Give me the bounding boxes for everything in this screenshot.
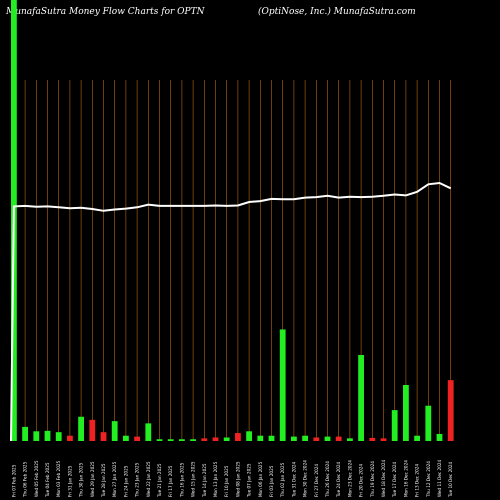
x-tick-label: Mon 06 Jan 2025 (258, 461, 263, 497)
x-tick-label: Mon 23 Dec 2024 (347, 460, 352, 497)
money-flow-bar (145, 423, 152, 441)
money-flow-bar (55, 432, 62, 441)
money-flow-bar (369, 437, 376, 441)
money-flow-bar (414, 435, 420, 441)
money-flow-bar (246, 431, 252, 441)
x-tick-label: Thu 12 Dec 2024 (426, 461, 431, 498)
money-flow-bar (358, 355, 364, 441)
x-tick-label: Mon 30 Dec 2024 (303, 460, 308, 497)
x-tick-label: Thu 23 Jan 2025 (135, 462, 140, 498)
x-tick-label: Tue 28 Jan 2025 (101, 463, 106, 498)
x-tick-label: Wed 15 Jan 2025 (191, 461, 196, 497)
money-flow-bar (33, 431, 40, 441)
x-tick-label: Fri 27 Dec 2024 (314, 464, 319, 497)
x-tick-label: Fri 24 Jan 2025 (123, 465, 128, 497)
x-tick-label: Thu 02 Jan 2025 (280, 462, 285, 498)
money-flow-bar (425, 405, 432, 441)
x-tick-label: Tue 24 Dec 2024 (336, 461, 341, 498)
x-tick-label: Fri 13 Dec 2024 (415, 464, 420, 497)
money-flow-bar (89, 419, 96, 441)
money-flow-bar (235, 433, 241, 441)
x-tick-label: Tue 04 Feb 2025 (45, 462, 50, 498)
x-tick-label: Wed 18 Dec 2024 (381, 459, 386, 497)
money-flow-bar (201, 438, 208, 441)
money-flow-bar (179, 439, 185, 441)
money-flow-bar (436, 433, 443, 441)
money-flow-bar (335, 436, 342, 441)
x-tick-label: Fri 07 Feb 2025 (11, 464, 16, 497)
chart-title-left: MunafaSutra Money Flow Charts for OPTN (6, 7, 205, 17)
x-tick-label: Tue 14 Jan 2025 (202, 463, 207, 498)
x-tick-label: Mon 03 Feb 2025 (56, 460, 61, 497)
x-tick-label: Wed 29 Jan 2025 (90, 461, 95, 497)
x-tick-label: Thu 06 Feb 2025 (23, 461, 28, 498)
x-tick-label: Tue 17 Dec 2024 (392, 461, 397, 498)
x-tick-label: Fri 17 Jan 2025 (168, 465, 173, 497)
money-flow-bar (190, 439, 196, 441)
x-tick-label: Fri 03 Jan 2025 (269, 465, 274, 497)
money-flow-bar (447, 380, 454, 441)
x-tick-label: Tue 07 Jan 2025 (247, 463, 252, 498)
money-flow-bar (403, 384, 409, 441)
money-flow-bar (167, 439, 174, 441)
x-tick-label: Tue 31 Dec 2024 (291, 461, 296, 498)
money-flow-bar (291, 436, 297, 441)
money-flow-bar (111, 421, 118, 441)
money-flow-bar (44, 430, 51, 441)
money-flow-bar (257, 435, 264, 441)
money-flow-bar (123, 435, 129, 441)
money-flow-bar (78, 416, 84, 441)
chart-title-right: (OptiNose, Inc.) MunafaSutra.com (258, 7, 416, 17)
money-flow-bar (302, 435, 308, 441)
x-tick-label: Wed 11 Dec 2024 (437, 459, 442, 497)
money-flow-bar (268, 435, 275, 441)
money-flow-bar (212, 437, 219, 441)
money-flow-bar (100, 432, 107, 441)
x-tick-label: Fri 10 Jan 2025 (224, 465, 229, 497)
money-flow-bar (347, 438, 353, 441)
money-flow-bar (380, 438, 387, 441)
money-flow-bar (324, 436, 331, 441)
x-tick-label: Wed 22 Jan 2025 (146, 461, 151, 497)
money-flow-line (10, 181, 452, 442)
money-flow-bar (279, 329, 286, 441)
x-tick-label: Fri 31 Jan 2025 (67, 465, 72, 497)
x-tick-label: Wed 08 Jan 2025 (235, 461, 240, 497)
x-tick-label: Fri 20 Dec 2024 (359, 464, 364, 497)
x-tick-label: Thu 30 Jan 2025 (79, 462, 84, 498)
x-tick-label: Thu 16 Jan 2025 (179, 462, 184, 498)
money-flow-bar (391, 410, 398, 441)
money-flow-bar (22, 426, 28, 441)
money-flow-bar (134, 436, 140, 441)
x-tick-label: Mon 16 Dec 2024 (403, 460, 408, 497)
money-flow-bar (223, 437, 230, 441)
x-tick-label: Wed 05 Feb 2025 (34, 460, 39, 497)
money-flow-bar (313, 437, 320, 441)
x-tick-label: Thu 19 Dec 2024 (370, 461, 375, 498)
x-tick-label: Tue 21 Jan 2025 (157, 463, 162, 498)
x-tick-label: Mon 27 Jan 2025 (112, 461, 117, 497)
money-flow-bar (156, 439, 163, 441)
x-tick-label: Mon 13 Jan 2025 (213, 461, 218, 497)
money-flow-bar (67, 435, 73, 441)
x-tick-label: Thu 26 Dec 2024 (325, 461, 330, 498)
x-tick-label: Tue 10 Dec 2024 (448, 461, 453, 498)
